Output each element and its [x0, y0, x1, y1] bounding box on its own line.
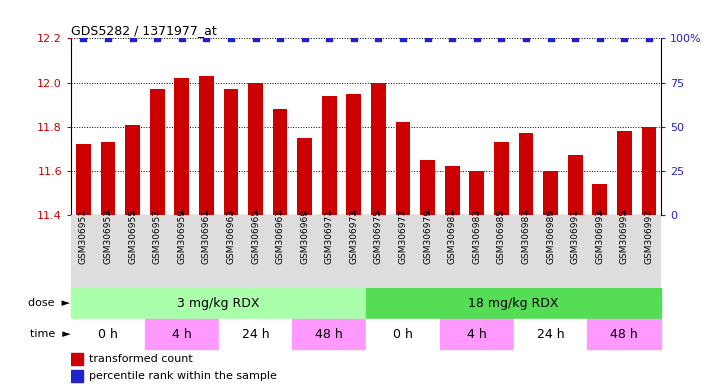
Bar — [248, 83, 263, 215]
Bar — [543, 171, 558, 215]
Text: 4 h: 4 h — [467, 328, 487, 341]
Bar — [297, 138, 312, 215]
Point — [643, 35, 655, 41]
Text: transformed count: transformed count — [89, 354, 193, 364]
Bar — [420, 160, 435, 215]
Bar — [145, 319, 219, 349]
Bar — [346, 94, 361, 215]
Point — [176, 35, 188, 41]
Text: dose  ►: dose ► — [28, 298, 70, 308]
Bar — [366, 319, 440, 349]
Bar — [174, 78, 189, 215]
Point — [545, 35, 556, 41]
Text: 24 h: 24 h — [537, 328, 565, 341]
Point — [373, 35, 384, 41]
Bar — [587, 319, 661, 349]
Bar — [518, 133, 533, 215]
Bar — [71, 353, 83, 365]
Point — [397, 35, 409, 41]
Point — [127, 35, 138, 41]
Bar — [71, 319, 145, 349]
Point — [348, 35, 360, 41]
Bar — [440, 319, 513, 349]
Bar — [219, 319, 292, 349]
Text: 18 mg/kg RDX: 18 mg/kg RDX — [469, 297, 559, 310]
Bar — [513, 319, 587, 349]
Bar — [322, 96, 336, 215]
Bar — [371, 83, 386, 215]
Text: percentile rank within the sample: percentile rank within the sample — [89, 371, 277, 381]
Text: time  ►: time ► — [30, 329, 70, 339]
Point — [422, 35, 433, 41]
Point — [594, 35, 606, 41]
Bar — [568, 156, 582, 215]
Bar — [366, 288, 661, 319]
Bar — [617, 131, 631, 215]
Point — [447, 35, 458, 41]
Text: 24 h: 24 h — [242, 328, 269, 341]
Bar — [101, 142, 115, 215]
Text: 4 h: 4 h — [172, 328, 192, 341]
Point — [274, 35, 286, 41]
Text: 48 h: 48 h — [316, 328, 343, 341]
Bar — [223, 89, 238, 215]
Bar — [292, 319, 366, 349]
Point — [102, 35, 114, 41]
Point — [250, 35, 261, 41]
Bar — [125, 124, 140, 215]
Bar — [469, 171, 484, 215]
Bar — [494, 142, 509, 215]
Point — [520, 35, 532, 41]
Point — [77, 35, 89, 41]
Bar — [592, 184, 607, 215]
Point — [471, 35, 483, 41]
Point — [201, 35, 212, 41]
Text: 0 h: 0 h — [393, 328, 413, 341]
Point — [299, 35, 311, 41]
Point — [324, 35, 335, 41]
Bar — [641, 127, 656, 215]
Text: 3 mg/kg RDX: 3 mg/kg RDX — [177, 297, 260, 310]
Bar — [445, 167, 459, 215]
Bar — [71, 370, 83, 382]
Point — [496, 35, 507, 41]
Bar — [150, 89, 164, 215]
Point — [151, 35, 163, 41]
Point — [225, 35, 237, 41]
Bar — [71, 288, 366, 319]
Text: GDS5282 / 1371977_at: GDS5282 / 1371977_at — [71, 24, 217, 37]
Bar — [273, 109, 287, 215]
Text: 0 h: 0 h — [98, 328, 118, 341]
Bar — [76, 144, 91, 215]
Point — [570, 35, 581, 41]
Bar — [199, 76, 214, 215]
Text: 48 h: 48 h — [611, 328, 638, 341]
Point — [619, 35, 630, 41]
Bar — [395, 122, 410, 215]
